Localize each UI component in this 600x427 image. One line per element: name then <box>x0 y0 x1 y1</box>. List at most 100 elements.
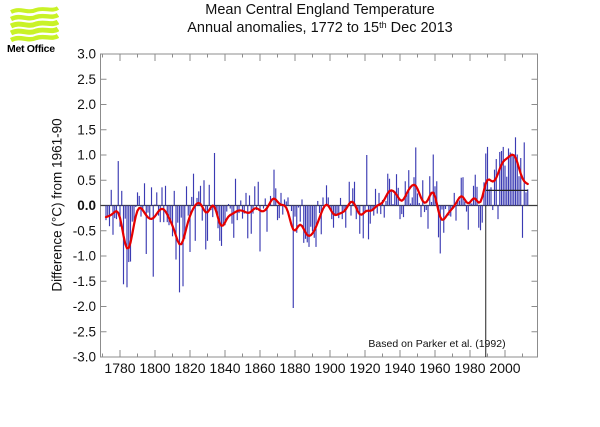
anomaly-bar <box>147 205 149 213</box>
anomaly-bar <box>448 205 450 216</box>
met-office-logo <box>9 6 59 43</box>
anomaly-bar <box>478 205 480 228</box>
anomaly-bar <box>404 181 406 206</box>
anomaly-bar <box>364 205 366 212</box>
anomaly-bar <box>350 205 352 216</box>
anomaly-bar <box>455 205 457 221</box>
anomaly-bar <box>486 146 489 206</box>
ordinal-superscript: th <box>379 20 387 30</box>
anomaly-bar <box>154 204 156 206</box>
anomaly-bar <box>143 183 146 206</box>
anomaly-bar <box>124 205 126 219</box>
anomaly-bar <box>359 205 361 234</box>
anomaly-bar <box>406 191 408 206</box>
anomaly-bar <box>373 205 375 216</box>
anomaly-bar <box>465 205 468 212</box>
anomaly-bar <box>257 181 259 206</box>
anomaly-bar <box>304 205 307 239</box>
y-tick-label: -0.5 <box>73 223 96 238</box>
anomaly-bar <box>467 205 469 230</box>
anomaly-bar <box>492 205 494 211</box>
anomaly-bar <box>369 205 371 224</box>
anomaly-bar <box>161 187 163 206</box>
anomaly-bar <box>332 205 335 228</box>
anomaly-bar <box>422 180 424 206</box>
anomaly-bar <box>285 201 287 206</box>
y-tick-label: 2.0 <box>77 97 96 112</box>
anomaly-bar <box>117 161 119 206</box>
anomaly-bar <box>131 205 133 222</box>
anomaly-bar <box>278 205 280 219</box>
anomaly-bar <box>497 205 499 220</box>
anomaly-bar <box>474 174 476 206</box>
anomaly-bar <box>259 205 261 252</box>
anomaly-bar <box>371 205 373 211</box>
anomaly-bar <box>458 200 461 206</box>
anomaly-bar <box>516 154 518 206</box>
anomaly-bar <box>367 205 370 240</box>
anomaly-bar <box>226 205 228 212</box>
anomaly-bar <box>481 205 483 223</box>
anomaly-bar <box>387 173 389 206</box>
source-annotation: Based on Parker et al. (1992) <box>368 338 506 350</box>
anomaly-bar <box>343 205 345 212</box>
anomaly-bar <box>201 205 203 221</box>
anomaly-bar <box>290 205 293 212</box>
anomaly-bar <box>159 205 161 223</box>
anomaly-bar <box>107 205 109 216</box>
anomaly-bar <box>164 185 167 206</box>
anomaly-bar <box>266 205 268 232</box>
anomaly-bar <box>418 202 420 206</box>
anomaly-bar <box>318 205 321 214</box>
anomaly-bar <box>453 192 455 206</box>
logo-waves-icon <box>9 6 59 43</box>
anomaly-bar <box>233 205 235 238</box>
anomaly-bar <box>292 205 294 309</box>
anomaly-bar <box>192 173 195 206</box>
anomaly-bar <box>439 205 441 254</box>
anomaly-bar <box>241 205 244 219</box>
anomaly-bar <box>353 181 356 206</box>
x-tick-label: 1920 <box>349 360 380 376</box>
anomaly-bar <box>222 205 224 227</box>
anomaly-bar <box>224 205 226 226</box>
anomaly-bar <box>149 205 151 219</box>
x-tick-label: 1860 <box>244 360 275 376</box>
anomaly-bar <box>243 205 245 214</box>
anomaly-bar <box>112 205 114 235</box>
anomaly-bar <box>525 192 527 206</box>
anomaly-bar <box>234 178 237 206</box>
x-tick-label: 1900 <box>314 360 345 376</box>
anomaly-bar <box>320 205 322 235</box>
anomaly-bar <box>514 137 517 206</box>
anomaly-bar <box>520 158 522 206</box>
anomaly-bar <box>185 186 188 206</box>
met-office-brand-label: Met Office <box>7 43 55 55</box>
y-tick-label: 0.5 <box>77 173 96 188</box>
anomaly-bar <box>476 186 478 206</box>
anomaly-bar <box>317 200 319 206</box>
anomaly-bar <box>402 205 405 218</box>
anomaly-bar <box>299 205 301 222</box>
anomaly-bar <box>135 205 137 208</box>
anomaly-bar <box>196 197 198 206</box>
anomaly-bar <box>173 190 175 206</box>
anomaly-bar <box>264 198 266 206</box>
anomaly-bar <box>427 205 429 229</box>
chart-title: Mean Central England Temperature <box>205 2 435 18</box>
anomaly-bar <box>105 205 107 221</box>
x-tick-label: 1820 <box>174 360 205 376</box>
anomaly-bar <box>423 205 426 213</box>
anomaly-bar <box>495 159 497 206</box>
anomaly-bar <box>171 205 174 237</box>
x-tick-label: 1780 <box>104 360 135 376</box>
anomaly-bar <box>334 205 336 215</box>
anomaly-bar <box>374 188 377 206</box>
y-tick-label: 1.5 <box>77 122 96 137</box>
anomaly-bar <box>420 205 422 218</box>
anomaly-bar <box>488 189 490 206</box>
x-tick-label: 2000 <box>489 360 520 376</box>
anomaly-bar <box>229 205 231 209</box>
anomaly-bar <box>460 177 462 206</box>
